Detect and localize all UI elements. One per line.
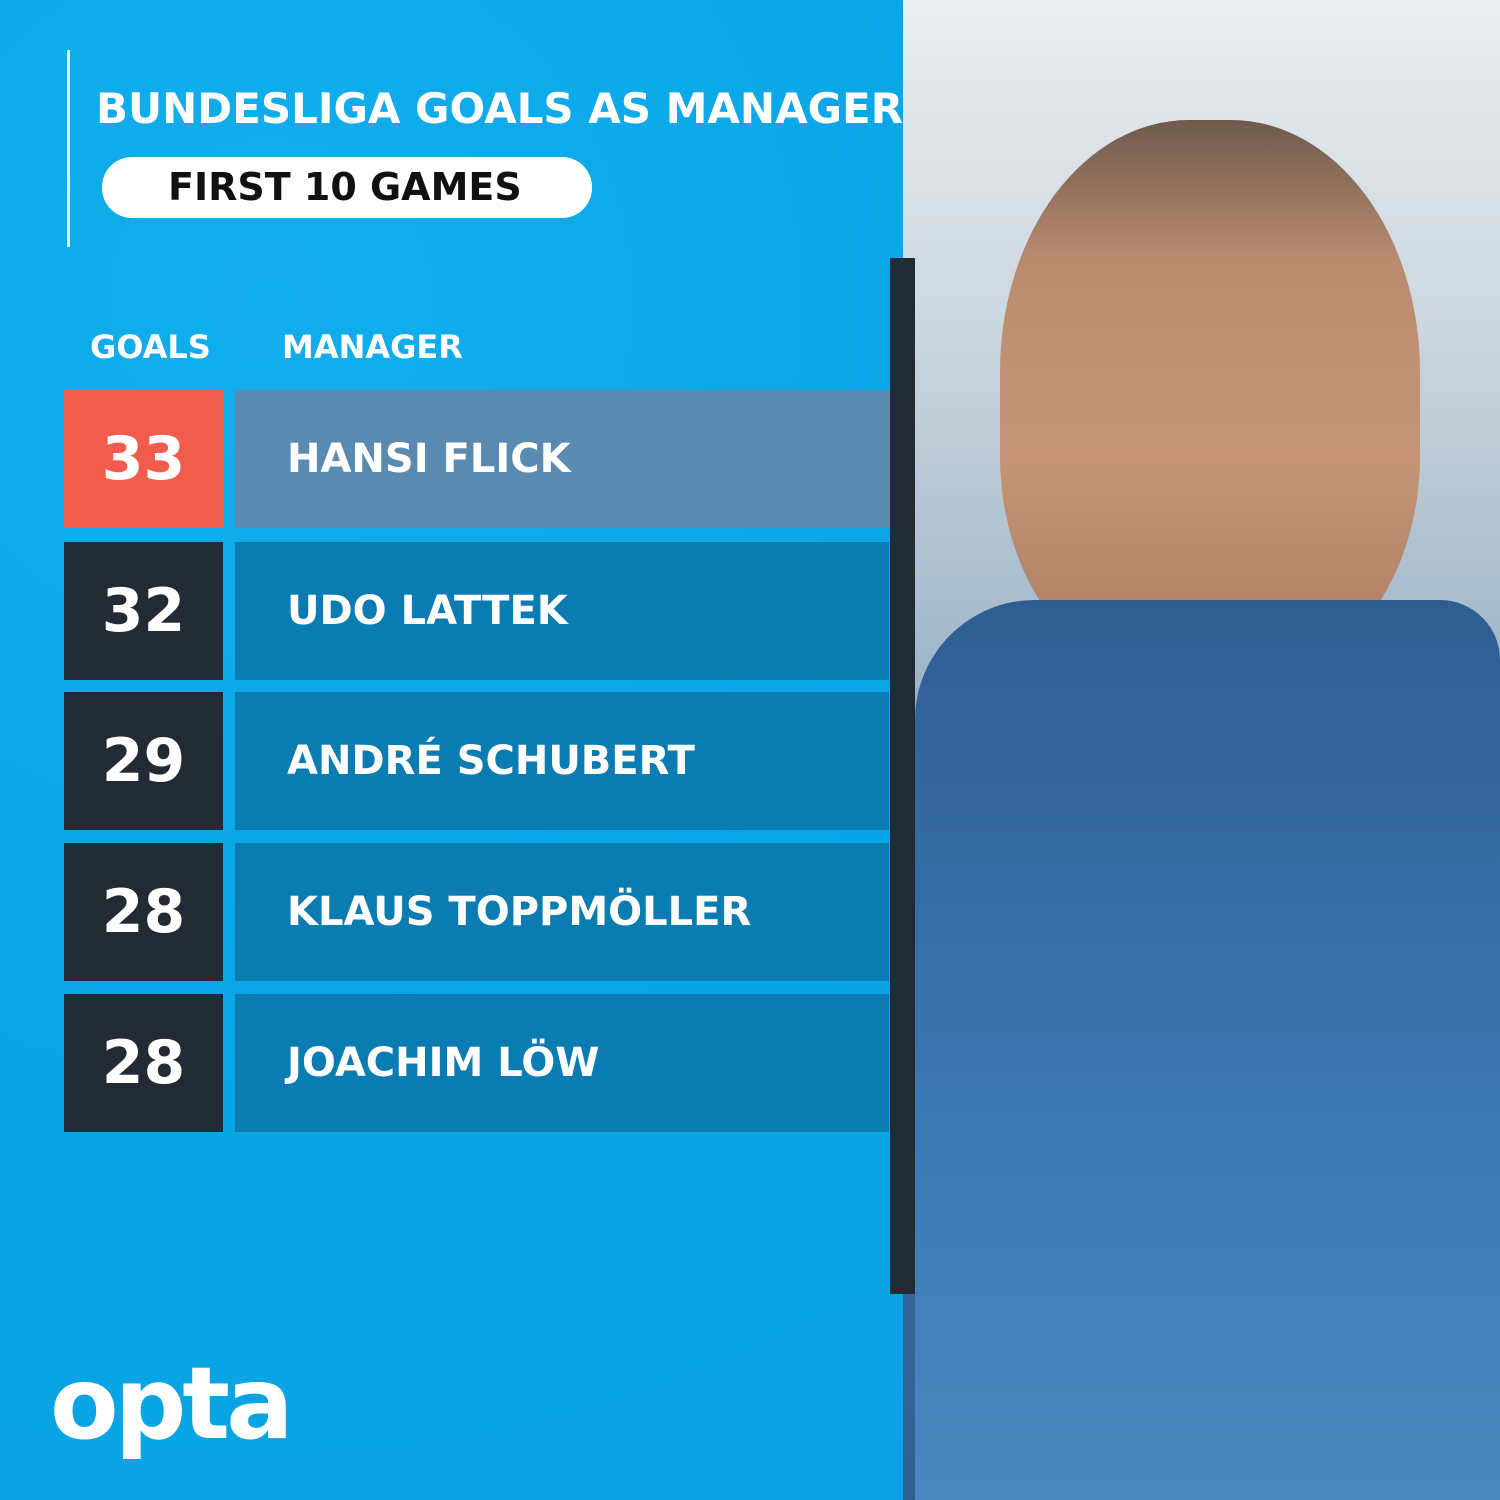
manager-name: KLAUS TOPPMÖLLER — [235, 843, 889, 981]
manager-photo — [903, 0, 1500, 1500]
goals-value: 28 — [64, 843, 223, 981]
column-header-manager: MANAGER — [282, 328, 463, 366]
opta-logo: opta — [50, 1345, 294, 1462]
manager-head-image — [1000, 120, 1420, 680]
title-divider — [67, 50, 70, 247]
chart-title: BUNDESLIGA GOALS AS MANAGER — [96, 84, 904, 133]
table-row: 28 JOACHIM LÖW — [64, 994, 889, 1132]
column-header-goals: GOALS — [90, 328, 211, 366]
table-row: 33 HANSI FLICK — [64, 390, 889, 528]
table-row: 32 UDO LATTEK — [64, 542, 889, 680]
goals-value: 28 — [64, 994, 223, 1132]
manager-name: JOACHIM LÖW — [235, 994, 889, 1132]
goals-value: 33 — [64, 390, 223, 528]
manager-name: UDO LATTEK — [235, 542, 889, 680]
manager-jacket-image — [915, 600, 1500, 1500]
manager-name: HANSI FLICK — [235, 390, 889, 528]
manager-name: ANDRÉ SCHUBERT — [235, 692, 889, 830]
table-row: 28 KLAUS TOPPMÖLLER — [64, 843, 889, 981]
subtitle-pill: FIRST 10 GAMES — [102, 157, 592, 218]
accent-bar — [890, 258, 915, 1294]
goals-value: 32 — [64, 542, 223, 680]
table-row: 29 ANDRÉ SCHUBERT — [64, 692, 889, 830]
chart-subtitle: FIRST 10 GAMES — [168, 165, 522, 209]
goals-value: 29 — [64, 692, 223, 830]
